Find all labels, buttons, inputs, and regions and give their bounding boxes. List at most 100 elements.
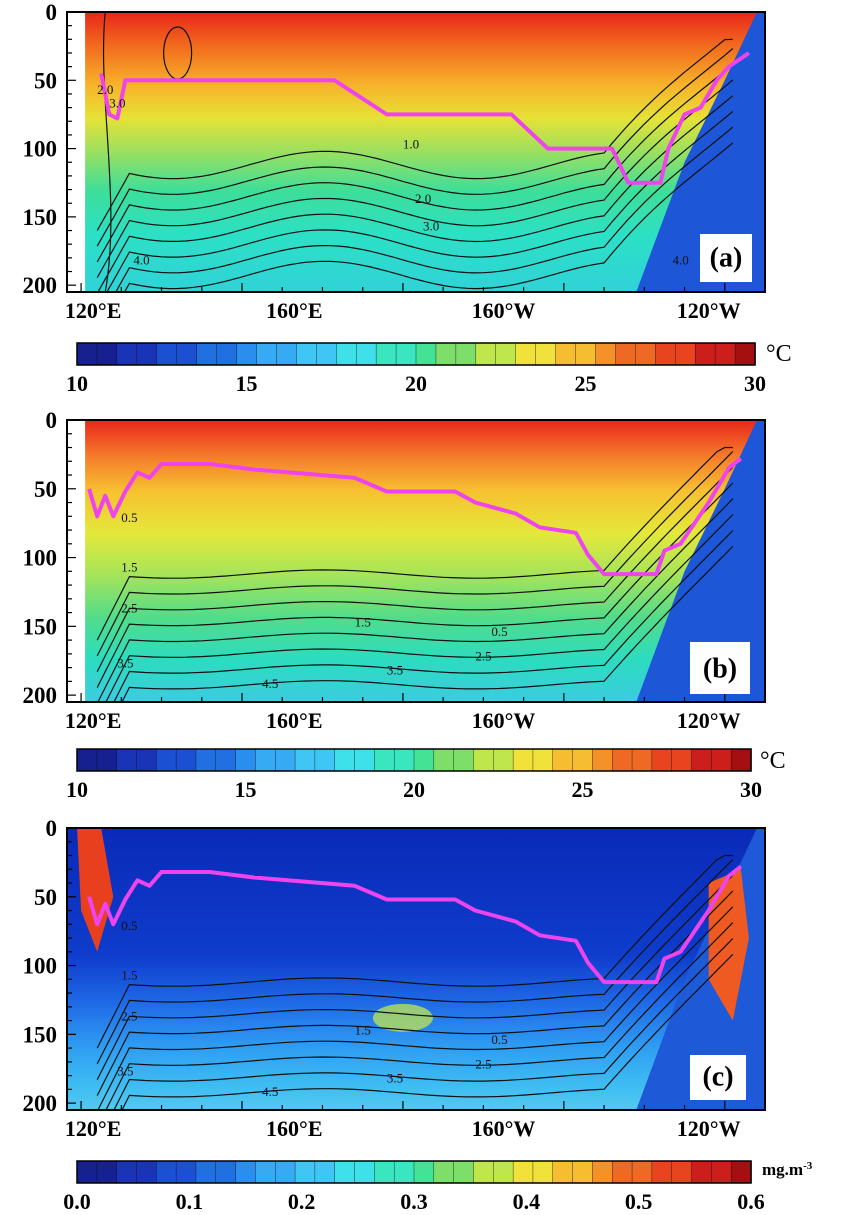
contour-label: 2.0: [97, 82, 113, 97]
colorbar-segment: [316, 342, 337, 366]
colorbar-segment: [413, 1160, 435, 1184]
x-tick-label: 160°W: [472, 708, 536, 733]
panel-label: (b): [703, 653, 737, 684]
y-tick-label: 0: [46, 816, 58, 841]
contour-line: [97, 95, 734, 292]
colorbar-segment: [532, 1160, 554, 1184]
contour-label: 0.5: [491, 624, 507, 639]
x-tick-label: 120°W: [677, 298, 741, 323]
colorbar-segment: [235, 1160, 257, 1184]
colorbar-unit: °C: [766, 341, 792, 367]
contour-label: 3.5: [117, 656, 133, 671]
contour-line: [96, 874, 734, 1080]
colorbar-segment: [136, 342, 158, 366]
contours-b: [96, 446, 734, 702]
colorbar-segment: [512, 1160, 534, 1184]
colorbar-segment: [116, 342, 138, 366]
contour-label: 2.5: [475, 649, 491, 664]
contour-label: 2.5: [475, 1057, 491, 1072]
colorbar-tick-label: 0.6: [737, 1189, 765, 1214]
contour-line: [121, 545, 734, 702]
contour-label: 1.5: [355, 614, 371, 629]
x-tick-label: 120°E: [65, 1116, 121, 1141]
contour-label: 0.5: [121, 510, 137, 525]
contour-line: [115, 126, 734, 292]
colorbar-segment: [355, 342, 377, 366]
colorbar-segment: [116, 1160, 138, 1184]
contour-line: [113, 530, 734, 702]
colorbar-segment: [552, 748, 574, 772]
y-tick-label: 150: [23, 614, 58, 639]
colorbar-segment: [575, 342, 597, 366]
colorbar-tick-label: 0.5: [625, 1189, 653, 1214]
y-tick-label: 150: [23, 205, 58, 230]
colorbar-segment: [435, 342, 457, 366]
colorbar-segment: [711, 748, 732, 772]
colorbar-segment: [374, 748, 395, 772]
contour-label: 2.5: [121, 601, 137, 616]
contour-line: [96, 48, 734, 247]
land-mask: [67, 420, 86, 702]
y-tick-label: 200: [23, 683, 58, 708]
colorbar-segment: [455, 342, 477, 366]
colorbar-segment: [493, 1160, 514, 1184]
colorbar-segment: [354, 748, 376, 772]
colorbar-tick-label: 20: [403, 777, 425, 802]
colorbar-segment: [334, 1160, 356, 1184]
colorbar-segment: [415, 342, 437, 366]
colorbar-segment: [275, 1160, 296, 1184]
colorbar-tick-label: 0.2: [288, 1189, 316, 1214]
contour-line: [96, 858, 734, 1065]
contour-label: 4.0: [672, 253, 688, 268]
contour-line: [102, 12, 112, 292]
colorbar-c: 0.0 0.1 0.2 0.3 0.4 0.5 0.6 mg.m-3: [63, 1160, 812, 1214]
contour-line: [97, 498, 734, 702]
x-tick-label: 120°E: [65, 298, 121, 323]
contour-line: [96, 854, 733, 1049]
colorbar-segment: [413, 748, 435, 772]
colorbar-b: 10 15 20 25 30 °C: [66, 748, 786, 802]
colorbar-segment: [336, 342, 357, 366]
panel-label-box: [690, 642, 750, 694]
colorbar-segment: [76, 1160, 98, 1184]
plot-frame: [66, 419, 766, 703]
colorbar-segment: [296, 342, 317, 366]
colorbar-segment: [631, 1160, 653, 1184]
y-tick-label: 100: [23, 137, 58, 162]
colorbar-tick-label: 10: [66, 777, 88, 802]
colorbar-segment: [714, 342, 736, 366]
colorbar-unit: mg.m-3: [762, 1160, 813, 1179]
plot-frame: [66, 827, 766, 1111]
contour-line: [106, 110, 734, 292]
contour-line: [97, 906, 734, 1110]
y-tick-label: 50: [34, 477, 57, 502]
contour-line: [96, 450, 734, 657]
contour-line: [113, 938, 734, 1110]
colorbar-segment: [156, 748, 177, 772]
colorbar-segment: [276, 342, 298, 366]
colorbar-segment: [156, 1160, 177, 1184]
eastern-wedge: [636, 420, 765, 702]
colorbar-tick-label: 10: [66, 371, 88, 396]
x-tick-label: 120°E: [65, 708, 121, 733]
colorbar-segment: [453, 748, 475, 772]
boundary-line: [87, 864, 743, 985]
colorbar-segment: [675, 342, 696, 366]
colorbar-segment: [631, 748, 653, 772]
colorbar-segment: [216, 342, 238, 366]
contour-label: 3.0: [423, 219, 439, 234]
contour-label: 1.5: [121, 559, 137, 574]
colorbar-tick-label: 30: [744, 371, 766, 396]
colorbar-segment: [651, 748, 673, 772]
colorbar-segment: [96, 342, 118, 366]
contour-label: 4.0: [133, 253, 149, 268]
colorbar-segment: [433, 1160, 455, 1184]
colorbar-tick-label: 25: [572, 777, 594, 802]
colorbar-segment: [236, 342, 258, 366]
colorbar-segment: [176, 342, 198, 366]
colorbar-segment: [156, 342, 178, 366]
colorbar-segment: [730, 1160, 752, 1184]
colorbar-segment: [116, 748, 138, 772]
colorbar-unit: °C: [760, 748, 786, 774]
contour-label: 0.5: [491, 1032, 507, 1047]
